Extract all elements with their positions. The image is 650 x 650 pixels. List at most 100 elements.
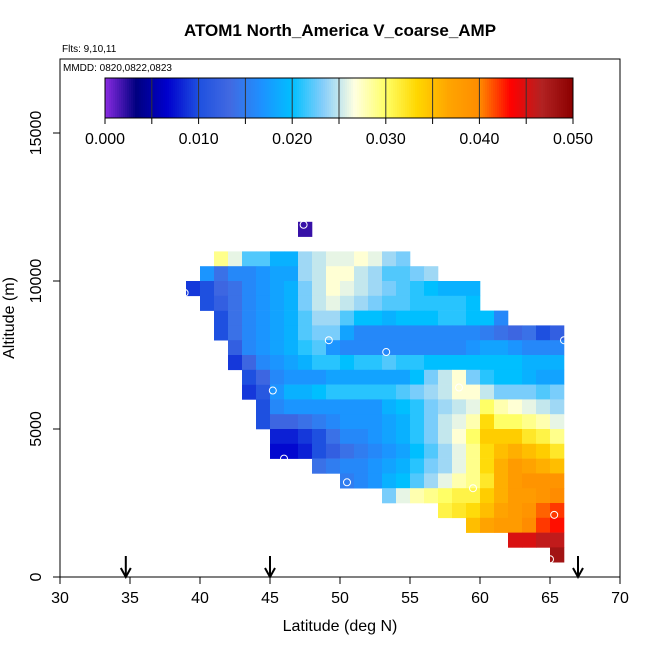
colorbar-segment	[433, 78, 436, 118]
heatmap-cell	[424, 384, 439, 400]
observation-marker	[299, 220, 308, 229]
colorbar-segment	[393, 78, 396, 118]
heatmap-cell	[466, 443, 481, 459]
colorbar-segment	[357, 78, 360, 118]
colorbar-segment	[233, 78, 236, 118]
heatmap-cell	[550, 532, 565, 548]
colorbar-segment	[323, 78, 326, 118]
heatmap-cell	[368, 414, 383, 430]
heatmap-cell	[466, 458, 481, 474]
heatmap-cell	[424, 295, 439, 311]
heatmap-cell	[270, 355, 285, 371]
colorbar-segment	[371, 78, 374, 118]
colorbar-segment	[423, 78, 426, 118]
heatmap-cell	[368, 458, 383, 474]
colorbar-segment	[399, 78, 402, 118]
heatmap-cell	[410, 266, 425, 282]
colorbar-segment	[251, 78, 254, 118]
heatmap-cell	[550, 429, 565, 445]
heatmap-cell	[424, 281, 439, 297]
observation-marker	[550, 510, 559, 519]
heatmap-cell	[312, 325, 327, 341]
heatmap-cell	[270, 251, 285, 267]
colorbar-tick-label: 0.030	[366, 131, 406, 148]
colorbar-tick-label: 0.000	[85, 131, 125, 148]
x-tick-label: 45	[261, 590, 279, 607]
observation-marker	[324, 336, 333, 345]
heatmap-cell	[242, 355, 257, 371]
heatmap-cell	[536, 429, 551, 445]
heatmap-cell	[340, 443, 355, 459]
heatmap-cell	[494, 355, 509, 371]
latitude-arrows	[119, 556, 584, 580]
heatmap-cell	[424, 355, 439, 371]
heatmap-cell	[410, 458, 425, 474]
colorbar-segment	[475, 78, 478, 118]
heatmap-cell	[284, 443, 299, 459]
heatmap-cell	[424, 414, 439, 430]
heatmap-cell	[256, 266, 271, 282]
heatmap-cell	[312, 295, 327, 311]
heatmap-cell	[396, 473, 411, 489]
colorbar-segment	[523, 78, 526, 118]
heatmap-cell	[228, 251, 243, 267]
colorbar-segment	[345, 78, 348, 118]
colorbar-segment	[243, 78, 246, 118]
heatmap-cell	[536, 384, 551, 400]
heatmap-cell	[522, 399, 537, 415]
colorbar-segment	[565, 78, 568, 118]
colorbar-segment	[219, 78, 222, 118]
colorbar-segment	[351, 78, 354, 118]
colorbar-segment	[465, 78, 468, 118]
heatmap-cell	[438, 414, 453, 430]
colorbar-segment	[415, 78, 418, 118]
colorbar-tick-label: 0.050	[553, 131, 593, 148]
colorbar-segment	[271, 78, 274, 118]
colorbar-segment	[447, 78, 450, 118]
heatmap-cell	[256, 251, 271, 267]
heatmap-cell	[494, 399, 509, 415]
heatmap-cell	[340, 310, 355, 326]
colorbar-segment	[163, 78, 166, 118]
colorbar-segment	[509, 78, 512, 118]
heatmap-cell	[466, 429, 481, 445]
heatmap-cell	[270, 310, 285, 326]
heatmap-cell	[340, 325, 355, 341]
heatmap-cell	[340, 281, 355, 297]
heatmap-cell	[368, 281, 383, 297]
heatmap-cell	[508, 384, 523, 400]
heatmap-cell	[340, 295, 355, 311]
heatmap-cell	[340, 369, 355, 385]
heatmap-cell	[284, 325, 299, 341]
heatmap-cell	[466, 414, 481, 430]
heatmap-cell	[214, 325, 229, 341]
colorbar-segment	[201, 78, 204, 118]
heatmap-cell	[410, 355, 425, 371]
colorbar-segment	[477, 78, 480, 118]
colorbar-segment	[211, 78, 214, 118]
colorbar-segment	[495, 78, 498, 118]
colorbar-segment	[305, 78, 308, 118]
heatmap-cell	[312, 399, 327, 415]
date-annotation: MMDD: 0820,0822,0823	[63, 63, 172, 74]
colorbar-segment	[343, 78, 346, 118]
heatmap-cell	[256, 355, 271, 371]
heatmap-cell	[536, 399, 551, 415]
colorbar-segment	[139, 78, 142, 118]
heatmap-cell	[340, 384, 355, 400]
colorbar-segment	[141, 78, 144, 118]
colorbar-segment	[367, 78, 370, 118]
colorbar-segment	[543, 78, 546, 118]
colorbar-segment	[419, 78, 422, 118]
heatmap-cell	[494, 473, 509, 489]
heatmap-cell	[382, 325, 397, 341]
colorbar: 0.000 0.010 0.020 0.030 0.040 0.050	[85, 77, 593, 148]
heatmap-cell	[270, 295, 285, 311]
heatmap-cell	[382, 384, 397, 400]
heatmap-cell	[550, 325, 565, 341]
colorbar-segment	[353, 78, 356, 118]
heatmap-cell	[438, 429, 453, 445]
heatmap-cell	[480, 340, 495, 356]
heatmap-cell	[522, 458, 537, 474]
heatmap-cell	[326, 384, 341, 400]
